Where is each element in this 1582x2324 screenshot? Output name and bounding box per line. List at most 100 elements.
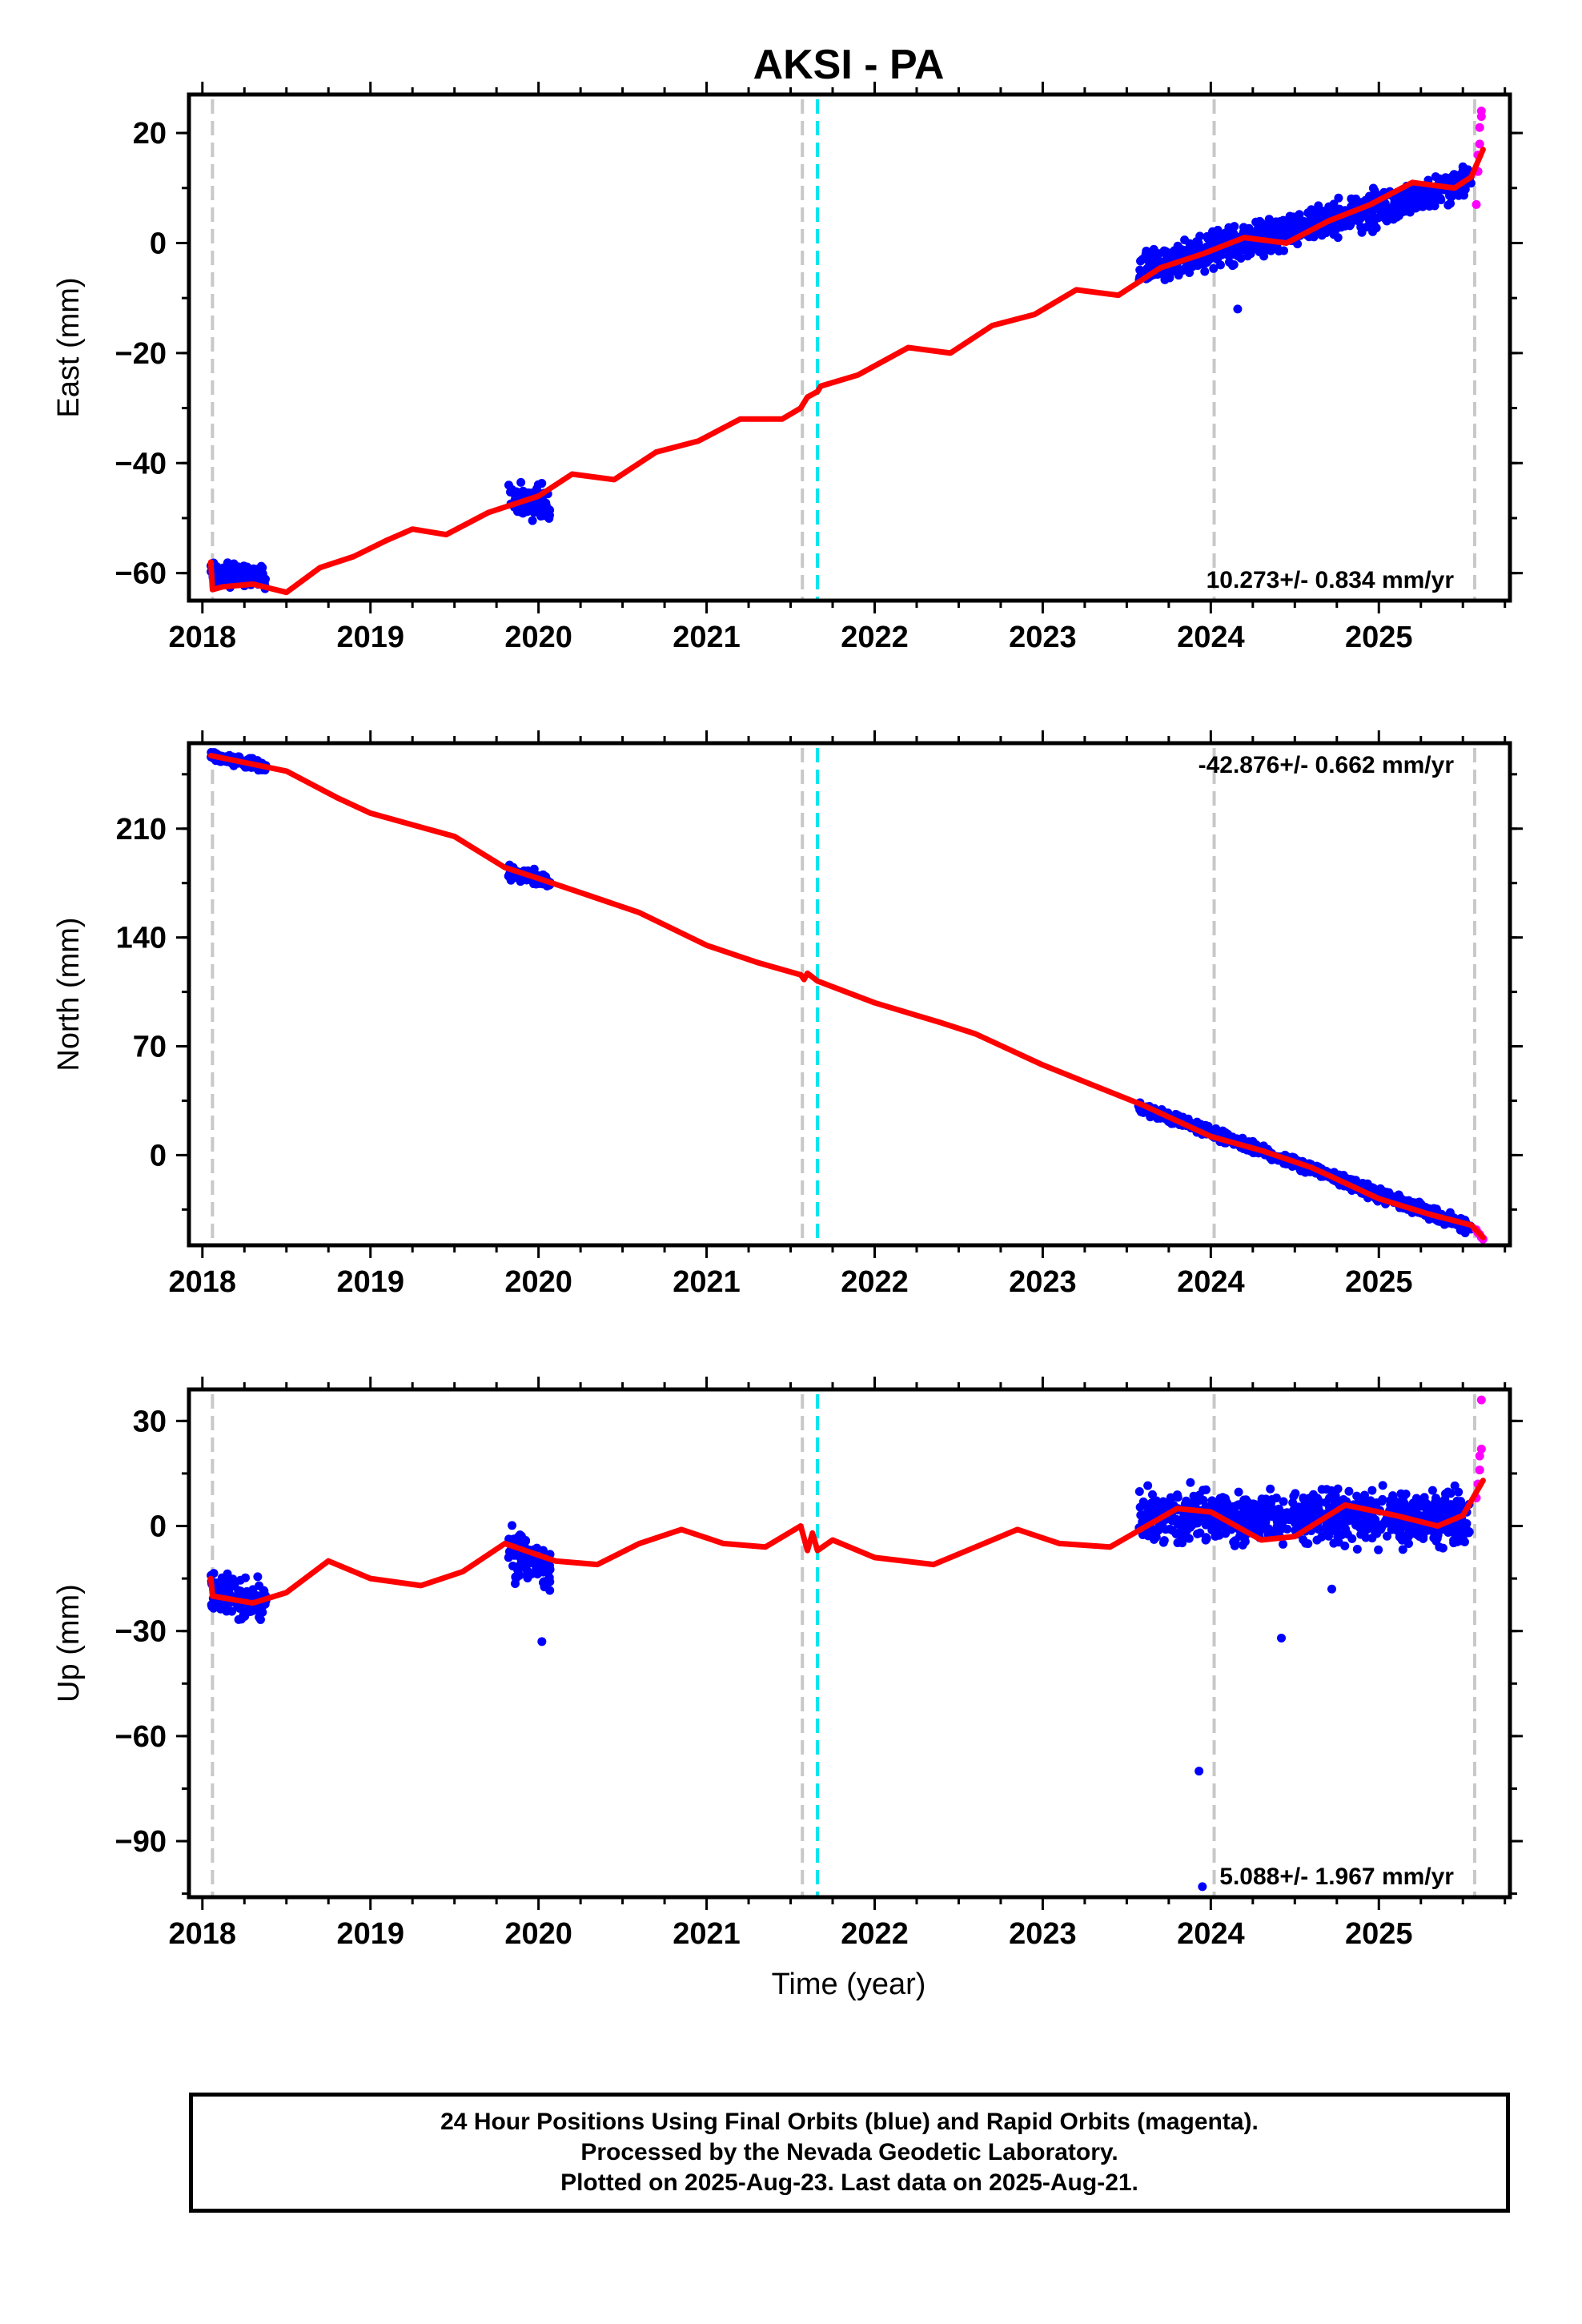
east-final-point [234,562,243,572]
up-final-point [1355,1522,1364,1532]
east-rapid-point [1475,123,1484,132]
up-final-point [1236,1499,1246,1509]
up-final-point [1134,1487,1144,1497]
east-final-point [1373,213,1383,223]
north-y-tick-label: 210 [116,813,167,846]
up-y-tick-label: −60 [115,1720,167,1754]
up-final-point [1271,1527,1281,1537]
north-x-tick-label: 2018 [169,1265,237,1299]
up-final-point [1374,1545,1383,1554]
up-final-point [1339,1518,1349,1527]
up-final-point [1317,1485,1327,1494]
up-final-point [1401,1490,1411,1499]
east-final-point [1335,204,1344,214]
east-rapid-point [1476,107,1486,116]
up-final-point [227,1606,237,1616]
up-final-point [512,1574,521,1583]
up-final-point [1456,1536,1466,1546]
up-outlier-point [1277,1633,1287,1642]
up-final-point [1234,1487,1243,1497]
up-x-tick-label: 2018 [169,1917,237,1951]
up-final-point [1432,1534,1442,1543]
east-final-point [1424,191,1434,201]
east-x-tick-label: 2024 [1177,621,1245,654]
up-final-point [1452,1506,1462,1516]
east-final-point [1317,231,1327,240]
north-x-tick-label: 2022 [841,1265,909,1299]
east-final-point [1405,193,1415,203]
up-final-point [1429,1503,1439,1513]
up-final-point [1347,1534,1357,1543]
north-panel: 2018 2019 2020 2021 2022 2023 2024 2025 210 140 70… [52,730,1523,1299]
up-rapid-point [1476,1395,1486,1405]
footer-line-3: Plotted on 2025-Aug-23. Last data on 202… [560,2169,1138,2196]
up-final-point [508,1521,517,1530]
up-final-point [1146,1503,1155,1513]
east-final-point [1293,239,1303,249]
up-final-point [1154,1526,1163,1535]
up-final-point [1396,1531,1406,1541]
east-x-tick-label: 2025 [1345,621,1413,654]
east-final-point [537,479,547,489]
east-final-point [1213,225,1223,235]
up-frame [187,1387,1512,1900]
north-x-tick-label: 2020 [504,1265,572,1299]
up-final-point [1223,1498,1232,1508]
east-final-point [1347,194,1356,203]
up-final-point [1291,1489,1300,1498]
up-final-point [1329,1538,1339,1548]
up-final-point [1450,1481,1460,1490]
north-final-point [1445,1208,1455,1217]
east-final-point [1172,247,1182,257]
up-final-point [1293,1505,1303,1514]
up-final-point [1431,1494,1440,1503]
up-final-point [1257,1494,1267,1504]
east-final-point [1458,162,1468,171]
up-y-tick-label: 30 [133,1405,167,1438]
up-x-tick-label: 2023 [1009,1917,1077,1951]
up-final-point [538,1578,548,1587]
north-final-point [1339,1170,1348,1180]
north-velocity-label: -42.876+/- 0.662 mm/yr [1199,752,1455,778]
up-y-tick-label: −90 [115,1825,167,1859]
up-final-point [1201,1520,1211,1530]
up-final-point [1208,1499,1218,1509]
up-final-point [1419,1534,1428,1543]
east-x-tick-label: 2020 [504,621,572,654]
north-model-fit-line [207,753,1486,1240]
east-final-point [214,573,223,582]
up-final-point [543,1566,552,1576]
east-velocity-label: 10.273+/- 0.834 mm/yr [1207,567,1455,593]
up-final-point [1251,1505,1261,1514]
up-final-point [1150,1534,1159,1544]
up-final-point [505,1549,515,1558]
x-axis-label: Time (year) [772,1968,926,2001]
east-final-point [1209,263,1219,273]
up-final-point [1153,1499,1162,1509]
up-final-point [1367,1512,1377,1522]
up-final-point [1438,1543,1447,1553]
east-rapid-point [1475,139,1484,149]
up-final-point [1266,1484,1275,1494]
north-y-tick-label: 70 [133,1031,167,1064]
north-x-tick-label: 2025 [1345,1265,1413,1299]
east-final-point [1431,172,1440,182]
up-final-point [1195,1528,1205,1538]
up-final-point [1383,1531,1392,1541]
up-rapid-point [1475,1451,1484,1461]
east-final-point [1336,223,1346,232]
up-final-point [234,1586,243,1595]
up-final-point [1352,1491,1362,1501]
east-final-point [516,477,526,487]
east-final-point [1334,193,1343,203]
east-panel: 2018 2019 2020 2021 2022 2023 2024 2025 20 0 −20 −4… [52,82,1523,654]
north-frame [187,741,1512,1248]
up-final-point [255,1614,265,1624]
east-final-point [1185,239,1195,248]
east-y-tick-label: −60 [115,557,167,591]
east-final-point [1436,195,1446,205]
east-y-tick-label: 0 [150,227,167,260]
up-final-point [1422,1499,1431,1509]
up-final-point [1352,1545,1362,1554]
